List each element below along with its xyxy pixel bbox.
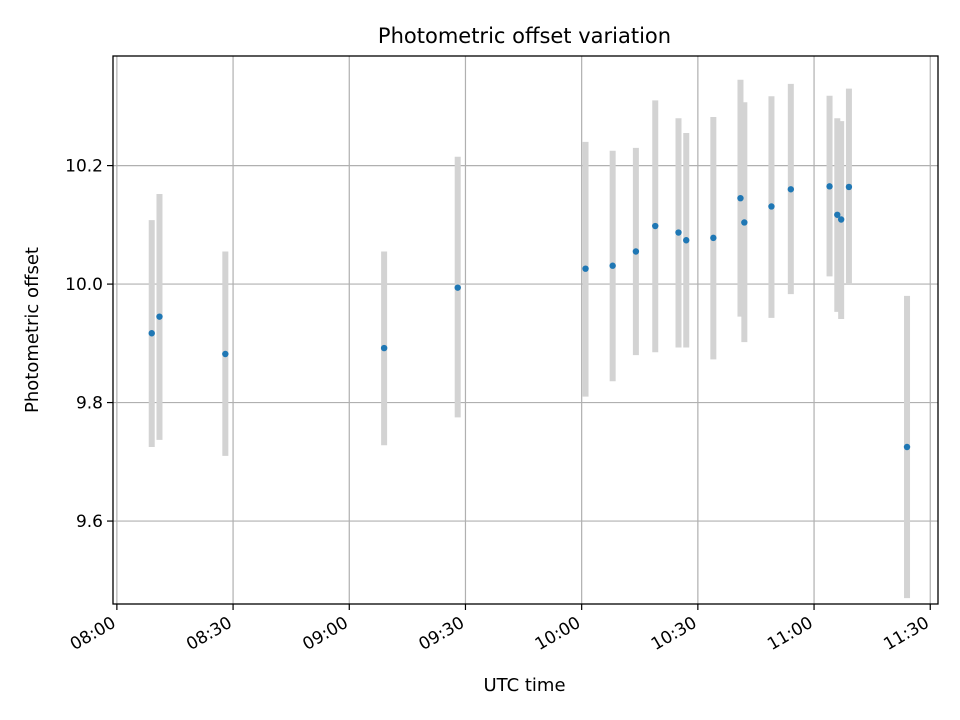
data-point [148,330,155,337]
data-point [837,216,845,223]
data-point [741,219,748,226]
data-point [582,265,589,272]
data-point [156,313,163,320]
x-axis-label: UTC time [483,675,565,696]
y-axis-label: Photometric offset [22,247,43,413]
data-point [903,443,911,451]
data-point [632,248,640,255]
data-point [768,203,775,210]
plot-area-frame [112,55,939,605]
y-tick-label: 9.6 [76,512,103,532]
data-points [148,183,911,451]
grid [113,56,938,604]
data-point [609,262,616,269]
data-point [683,237,690,244]
data-point [222,350,229,358]
data-point [787,186,795,193]
data-point [737,194,744,202]
y-tick-label: 9.8 [76,394,103,414]
data-point [710,234,717,242]
data-point [834,211,841,218]
data-point [845,183,853,191]
data-point [454,284,461,291]
data-point [675,229,682,236]
y-tick-label: 10.2 [65,157,103,177]
data-point [652,222,659,230]
y-axis: 9.6 9.8 10.0 10.2 [65,157,113,532]
data-point [380,344,388,352]
chart-title: Photometric offset variation [378,24,671,48]
y-tick-label: 10.0 [65,275,103,295]
data-point [826,183,833,190]
